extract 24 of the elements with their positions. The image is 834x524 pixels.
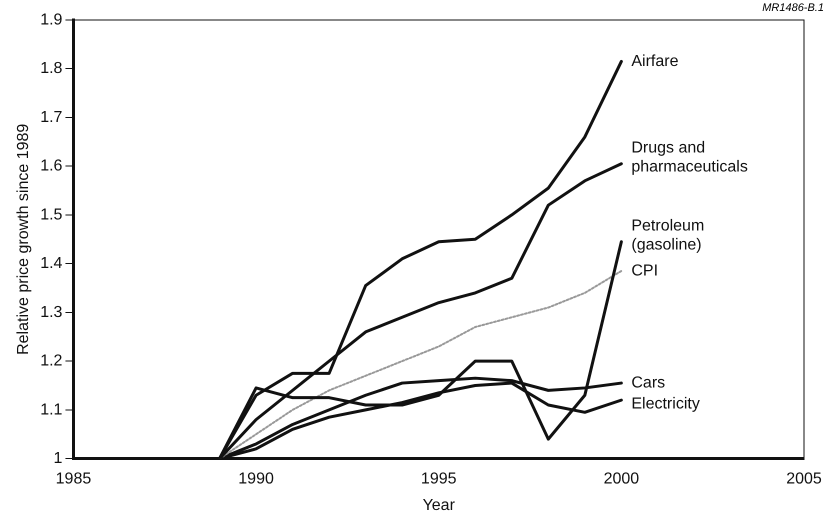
y-tick-label: 1.5 [40, 206, 63, 224]
series-label: CPI [631, 262, 658, 280]
y-tick-label: 1.3 [40, 304, 63, 321]
y-axis-title: Relative price growth since 1989 [15, 124, 32, 355]
y-tick-label: 1.7 [40, 108, 63, 126]
text: MR1486-B.1 [762, 2, 824, 14]
x-tick-label: 1985 [56, 470, 92, 488]
series-label: Electricity [631, 395, 700, 412]
series-label: Cars [631, 374, 666, 392]
series-label: Petroleum (gasoline) [631, 218, 704, 254]
y-tick-label: 1.2 [40, 352, 63, 370]
y-tick-label: 1.1 [40, 401, 63, 418]
x-axis-title: Year [422, 496, 456, 514]
x-tick-label: 2000 [604, 470, 640, 488]
y-tick-label: 1.8 [40, 60, 63, 78]
y-tick-label: 1.6 [40, 158, 63, 175]
y-tick-label: 1.9 [40, 11, 63, 28]
y-tick-label: 1 [54, 450, 63, 468]
series-label: Drugs and pharmaceuticals [631, 140, 748, 176]
series-label: Airfare [631, 52, 679, 70]
y-tick-label: 1.4 [40, 255, 63, 272]
x-tick-label: 1995 [420, 470, 457, 488]
x-tick-label: 1990 [238, 470, 274, 488]
x-tick-label: 2005 [786, 470, 822, 488]
